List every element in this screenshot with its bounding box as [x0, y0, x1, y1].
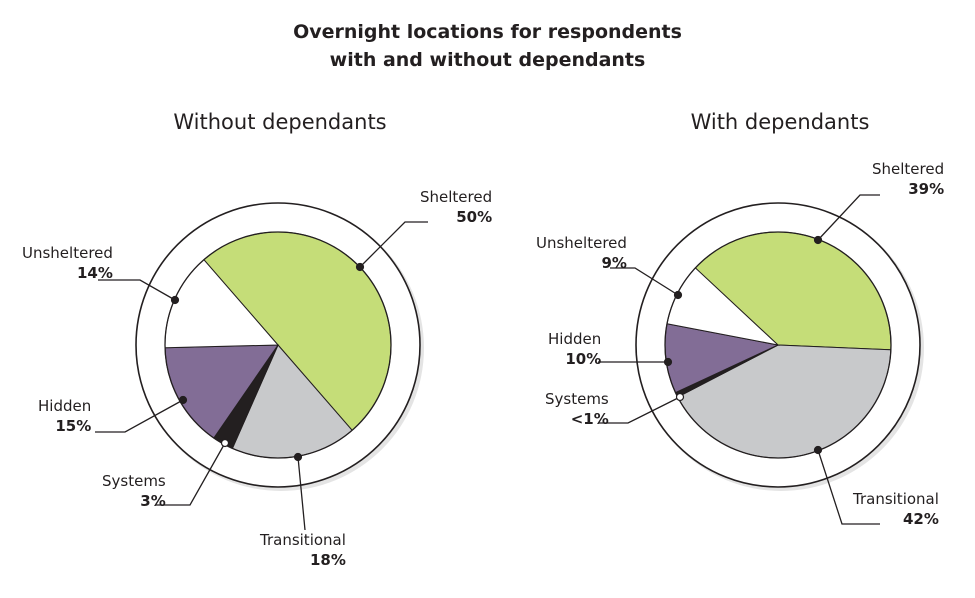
label-systems: Systems 3%: [102, 471, 166, 511]
leader-line-sheltered: [817, 194, 880, 241]
slice-value: 42%: [903, 510, 939, 528]
label-sheltered: Sheltered 39%: [872, 159, 944, 199]
leader-dot: [170, 295, 180, 305]
slice-name: Unsheltered: [22, 244, 113, 262]
slice-name: Unsheltered: [536, 234, 627, 252]
leader-line-sheltered: [359, 221, 428, 268]
slice-value: <1%: [570, 410, 609, 428]
slice-value: 14%: [77, 264, 113, 282]
slice-value: 18%: [310, 551, 346, 569]
leader-line-unsheltered: [610, 267, 679, 296]
label-unsheltered: Unsheltered 9%: [536, 233, 627, 273]
leader-dot: [813, 235, 823, 245]
label-transitional: Transitional 18%: [260, 530, 346, 570]
slice-value: 9%: [601, 254, 627, 272]
leader-dot: [675, 392, 685, 402]
pie-outline: [164, 231, 392, 459]
leader-line-transitional: [297, 456, 306, 531]
subtitle-without: Without dependants: [173, 110, 387, 134]
slice-name: Systems: [102, 472, 166, 490]
slice-name: Transitional: [853, 490, 939, 508]
label-transitional: Transitional 42%: [853, 489, 939, 529]
leader-line-hidden: [95, 399, 184, 433]
label-hidden: Hidden 15%: [38, 396, 91, 436]
slice-value: 39%: [908, 180, 945, 198]
leader-dot: [293, 452, 303, 462]
leader-line-unsheltered: [98, 279, 176, 301]
leader-line-systems: [155, 442, 226, 506]
leader-dot: [813, 445, 823, 455]
slice-name: Sheltered: [420, 188, 493, 206]
slice-name: Hidden: [548, 330, 602, 348]
slice-name: Sheltered: [872, 160, 945, 178]
slice-name: Hidden: [38, 397, 92, 415]
leader-line-transitional: [817, 449, 880, 525]
slice-value: 10%: [565, 350, 602, 368]
slice-value: 50%: [456, 208, 493, 226]
subtitle-with: With dependants: [690, 110, 870, 134]
slice-name: Systems: [545, 390, 609, 408]
label-unsheltered: Unsheltered 14%: [22, 243, 113, 283]
slice-name: Transitional: [260, 531, 346, 549]
leader-dot: [178, 395, 188, 405]
leader-dot: [663, 357, 673, 367]
leader-dot: [220, 438, 230, 448]
chart-title-line1: Overnight locations for respondents: [293, 21, 682, 43]
slice-value: 15%: [55, 417, 92, 435]
chart-title-line2: with and without dependants: [329, 49, 646, 71]
label-hidden: Hidden 10%: [548, 329, 601, 369]
leader-dot: [355, 262, 365, 272]
slice-value: 3%: [140, 492, 166, 510]
leader-dot: [673, 290, 683, 300]
label-sheltered: Sheltered 50%: [420, 187, 492, 227]
pie-outline: [664, 231, 892, 459]
leader-line-systems: [598, 396, 681, 424]
label-systems: Systems <1%: [545, 389, 609, 429]
